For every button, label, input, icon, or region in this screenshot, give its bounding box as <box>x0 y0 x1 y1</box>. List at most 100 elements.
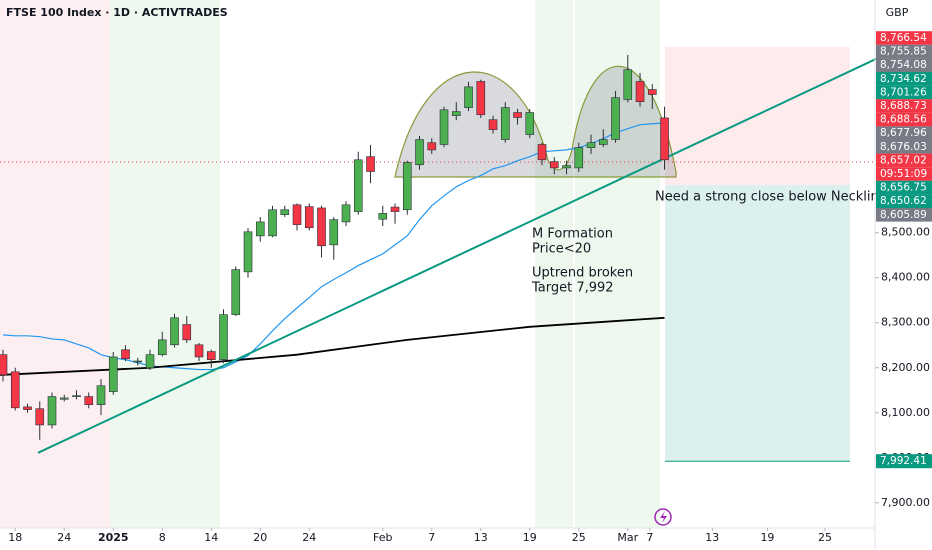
candle-body <box>206 351 216 360</box>
x-tick-label: 13 <box>474 531 488 544</box>
icon <box>660 511 667 523</box>
price-tag <box>876 72 932 86</box>
candle-body <box>660 117 669 161</box>
y-tick-label: 8,500.00 <box>881 226 930 239</box>
annotation: Target 7,992 <box>531 281 614 296</box>
candle-body <box>537 144 547 161</box>
price-tag-label: 8,734.62 <box>880 73 927 85</box>
price-tag-label: 8,650.62 <box>880 195 927 207</box>
candle-body <box>72 395 81 397</box>
candle-body <box>194 344 204 358</box>
candle-body <box>513 112 522 118</box>
candle-body <box>464 86 473 108</box>
moving-average <box>0 316 665 376</box>
candle-body <box>427 142 437 151</box>
annotation: Price<20 <box>532 242 591 257</box>
price-tag <box>876 454 932 469</box>
candle-body <box>84 396 94 405</box>
candle-body <box>182 324 192 341</box>
candle-body <box>108 356 118 392</box>
price-tag <box>876 126 932 140</box>
candle-body <box>390 206 400 212</box>
plot <box>0 31 932 454</box>
annotation: Uptrend broken <box>532 266 633 281</box>
session-band <box>110 0 220 528</box>
candle-body <box>292 204 302 225</box>
candle-body <box>476 81 486 116</box>
icon[interactable] <box>654 508 672 526</box>
price-tag <box>876 44 932 59</box>
candle-body <box>647 89 657 95</box>
price-tag <box>876 208 932 222</box>
price-tag-label: 8,701.26 <box>880 86 927 98</box>
candle-body <box>635 81 645 103</box>
chart-title: FTSE 100 Index · 1D · ACTIVTRADES <box>6 6 228 19</box>
candle-body <box>353 159 363 212</box>
annotation: M Formation <box>532 227 613 242</box>
price-tag-label: 8,688.56 <box>880 114 927 126</box>
price-tag-label: 8,688.73 <box>880 100 927 112</box>
session-band <box>575 0 660 528</box>
candle-body <box>219 314 228 360</box>
x-tick-label: 19 <box>523 531 537 544</box>
price-tag-label: 7,992.41 <box>880 455 927 467</box>
candle-body <box>121 349 130 360</box>
y-tick-label: 8,300.00 <box>881 316 930 329</box>
candle-body <box>525 112 535 135</box>
x-tick-label: 7 <box>646 531 653 544</box>
candle-body <box>0 354 8 376</box>
price-tag-label: 8,755.85 <box>880 46 927 58</box>
candle-body <box>439 109 449 145</box>
candle-body <box>268 209 277 237</box>
candle-body <box>231 269 241 315</box>
candle-body <box>170 317 179 346</box>
candle-body <box>415 139 424 166</box>
price-tag <box>876 112 932 127</box>
price-tag-label: 8,657.02 <box>880 154 927 166</box>
x-tick-label: Mar <box>617 531 638 544</box>
candle-body <box>10 371 20 409</box>
x-tick-label: Feb <box>373 531 392 544</box>
candle-body <box>329 219 339 246</box>
x-tick-label: 24 <box>302 531 316 544</box>
candle-body <box>157 339 167 356</box>
y-tick-label: 8,200.00 <box>881 361 930 374</box>
candle-body <box>623 69 633 100</box>
candle-body <box>574 147 584 169</box>
price-tag-label: 8,677.96 <box>880 127 927 139</box>
x-tick-label: 19 <box>760 531 774 544</box>
y-tick-label: 7,900.00 <box>881 496 930 509</box>
price-tag <box>876 167 932 181</box>
candle-body <box>255 221 265 237</box>
x-tick-label: 24 <box>57 531 71 544</box>
x-tick-label: 8 <box>159 531 166 544</box>
candle-body <box>500 107 510 140</box>
price-tag <box>876 194 932 208</box>
x-tick-label: 14 <box>204 531 218 544</box>
candle-body <box>451 111 461 116</box>
candle-body <box>145 354 155 369</box>
candle-body <box>304 206 314 229</box>
candle-body <box>341 204 351 223</box>
x-tick-label: 25 <box>572 531 586 544</box>
candle-body <box>317 207 326 247</box>
x-tick-label: 2025 <box>98 531 129 544</box>
session-band <box>535 0 573 528</box>
price-tag <box>876 140 932 154</box>
price-tag-label: 8,656.75 <box>880 182 927 194</box>
price-tag-label: 8,676.03 <box>880 141 927 153</box>
price-tag <box>876 153 932 168</box>
candle-body <box>611 97 620 140</box>
candle-body <box>598 139 608 145</box>
price-tag-label: 8,754.08 <box>880 59 927 71</box>
annotation: Need a strong close below Neckline <box>655 190 887 205</box>
price-tag <box>876 180 932 195</box>
target-zone <box>665 185 850 462</box>
candle-body <box>47 396 57 426</box>
price-tag-label: 8,605.89 <box>880 209 927 221</box>
session-band <box>0 0 110 528</box>
candle-body <box>23 406 32 410</box>
stop-zone <box>665 46 850 186</box>
y-tick-label: 8,100.00 <box>881 406 930 419</box>
